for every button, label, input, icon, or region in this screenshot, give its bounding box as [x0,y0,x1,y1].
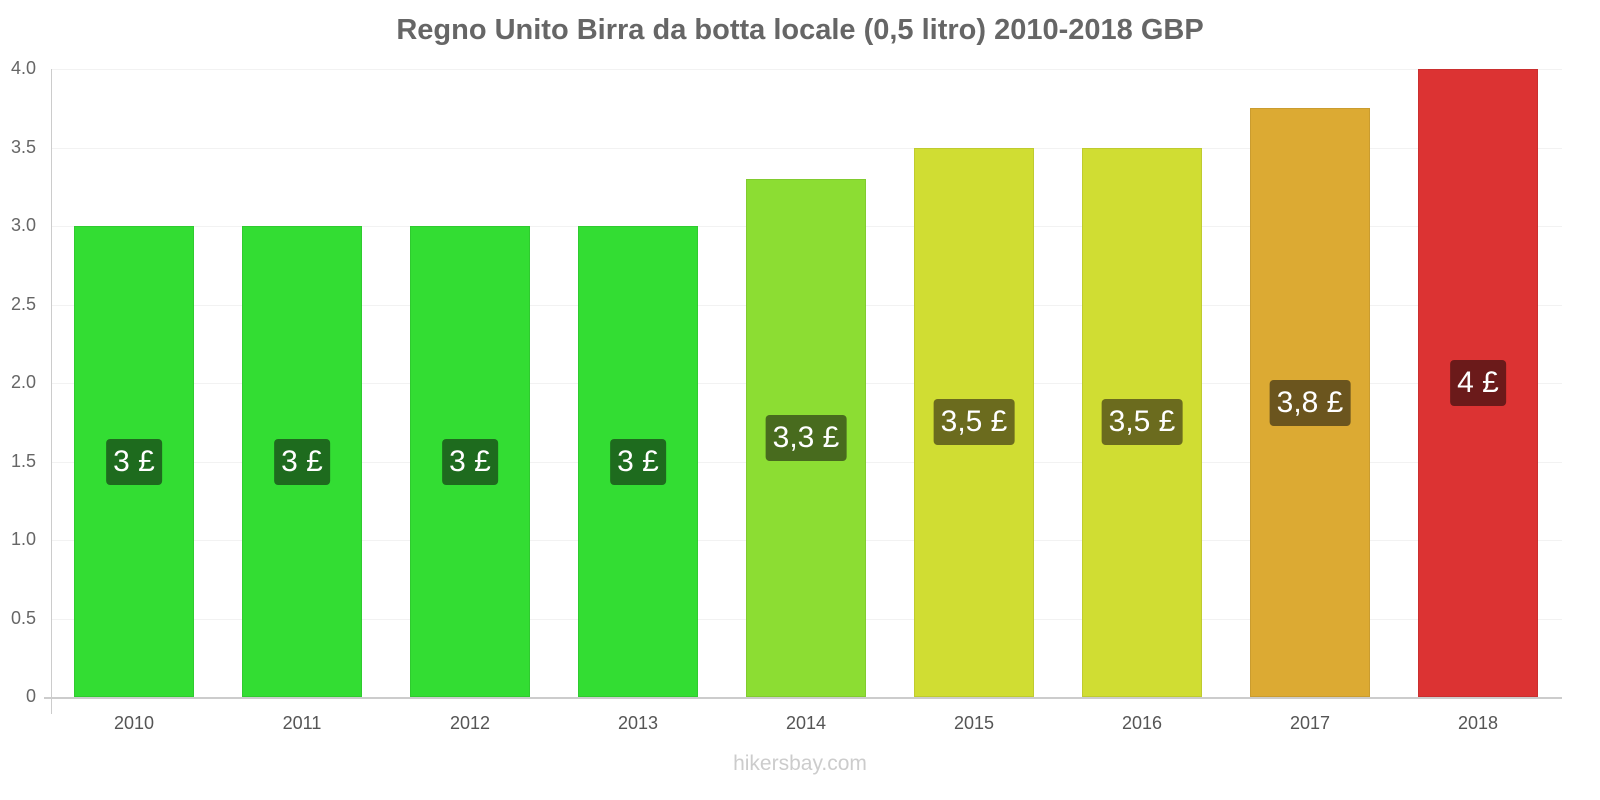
y-tick-label: 2.5 [10,293,36,314]
chart-title: Regno Unito Birra da botta locale (0,5 l… [396,14,1204,46]
gridline [52,147,1562,149]
data-label: 3 £ [610,438,666,485]
y-tick-label: 4.0 [10,58,36,78]
x-tick-label: 2012 [449,713,491,733]
gridline [52,69,1562,70]
x-tick-label: 2014 [785,713,827,733]
y-tick-label: 3.5 [10,136,36,157]
data-label: 4 £ [1450,360,1506,406]
y-tick-label: 3.0 [10,215,36,235]
y-tick-label: 0 [25,686,36,706]
x-tick-label: 2017 [1289,713,1331,733]
watermark: hikersbay.com [733,752,867,775]
data-label: 3,8 £ [1269,379,1351,426]
y-tick-label: 0.5 [10,607,36,628]
x-tick-label: 2010 [113,713,155,733]
x-tick-label: 2013 [617,713,659,733]
data-label: 3 £ [442,438,498,485]
data-label: 3,5 £ [933,399,1015,446]
x-tick-label: 2018 [1457,713,1499,733]
y-tick-label: 2.0 [10,372,36,392]
x-tick-label: 2016 [1121,713,1163,733]
y-tick-label: 1.5 [10,450,36,471]
data-label: 3,3 £ [765,414,847,461]
data-label: 3 £ [106,438,162,485]
x-tick-label: 2015 [953,713,995,733]
y-tick-label: 1.0 [10,529,36,549]
x-axis-line [44,697,1562,699]
data-label: 3 £ [274,438,330,485]
y-axis-line [51,69,52,714]
data-label: 3,5 £ [1101,399,1183,446]
x-tick-label: 2011 [282,713,322,733]
